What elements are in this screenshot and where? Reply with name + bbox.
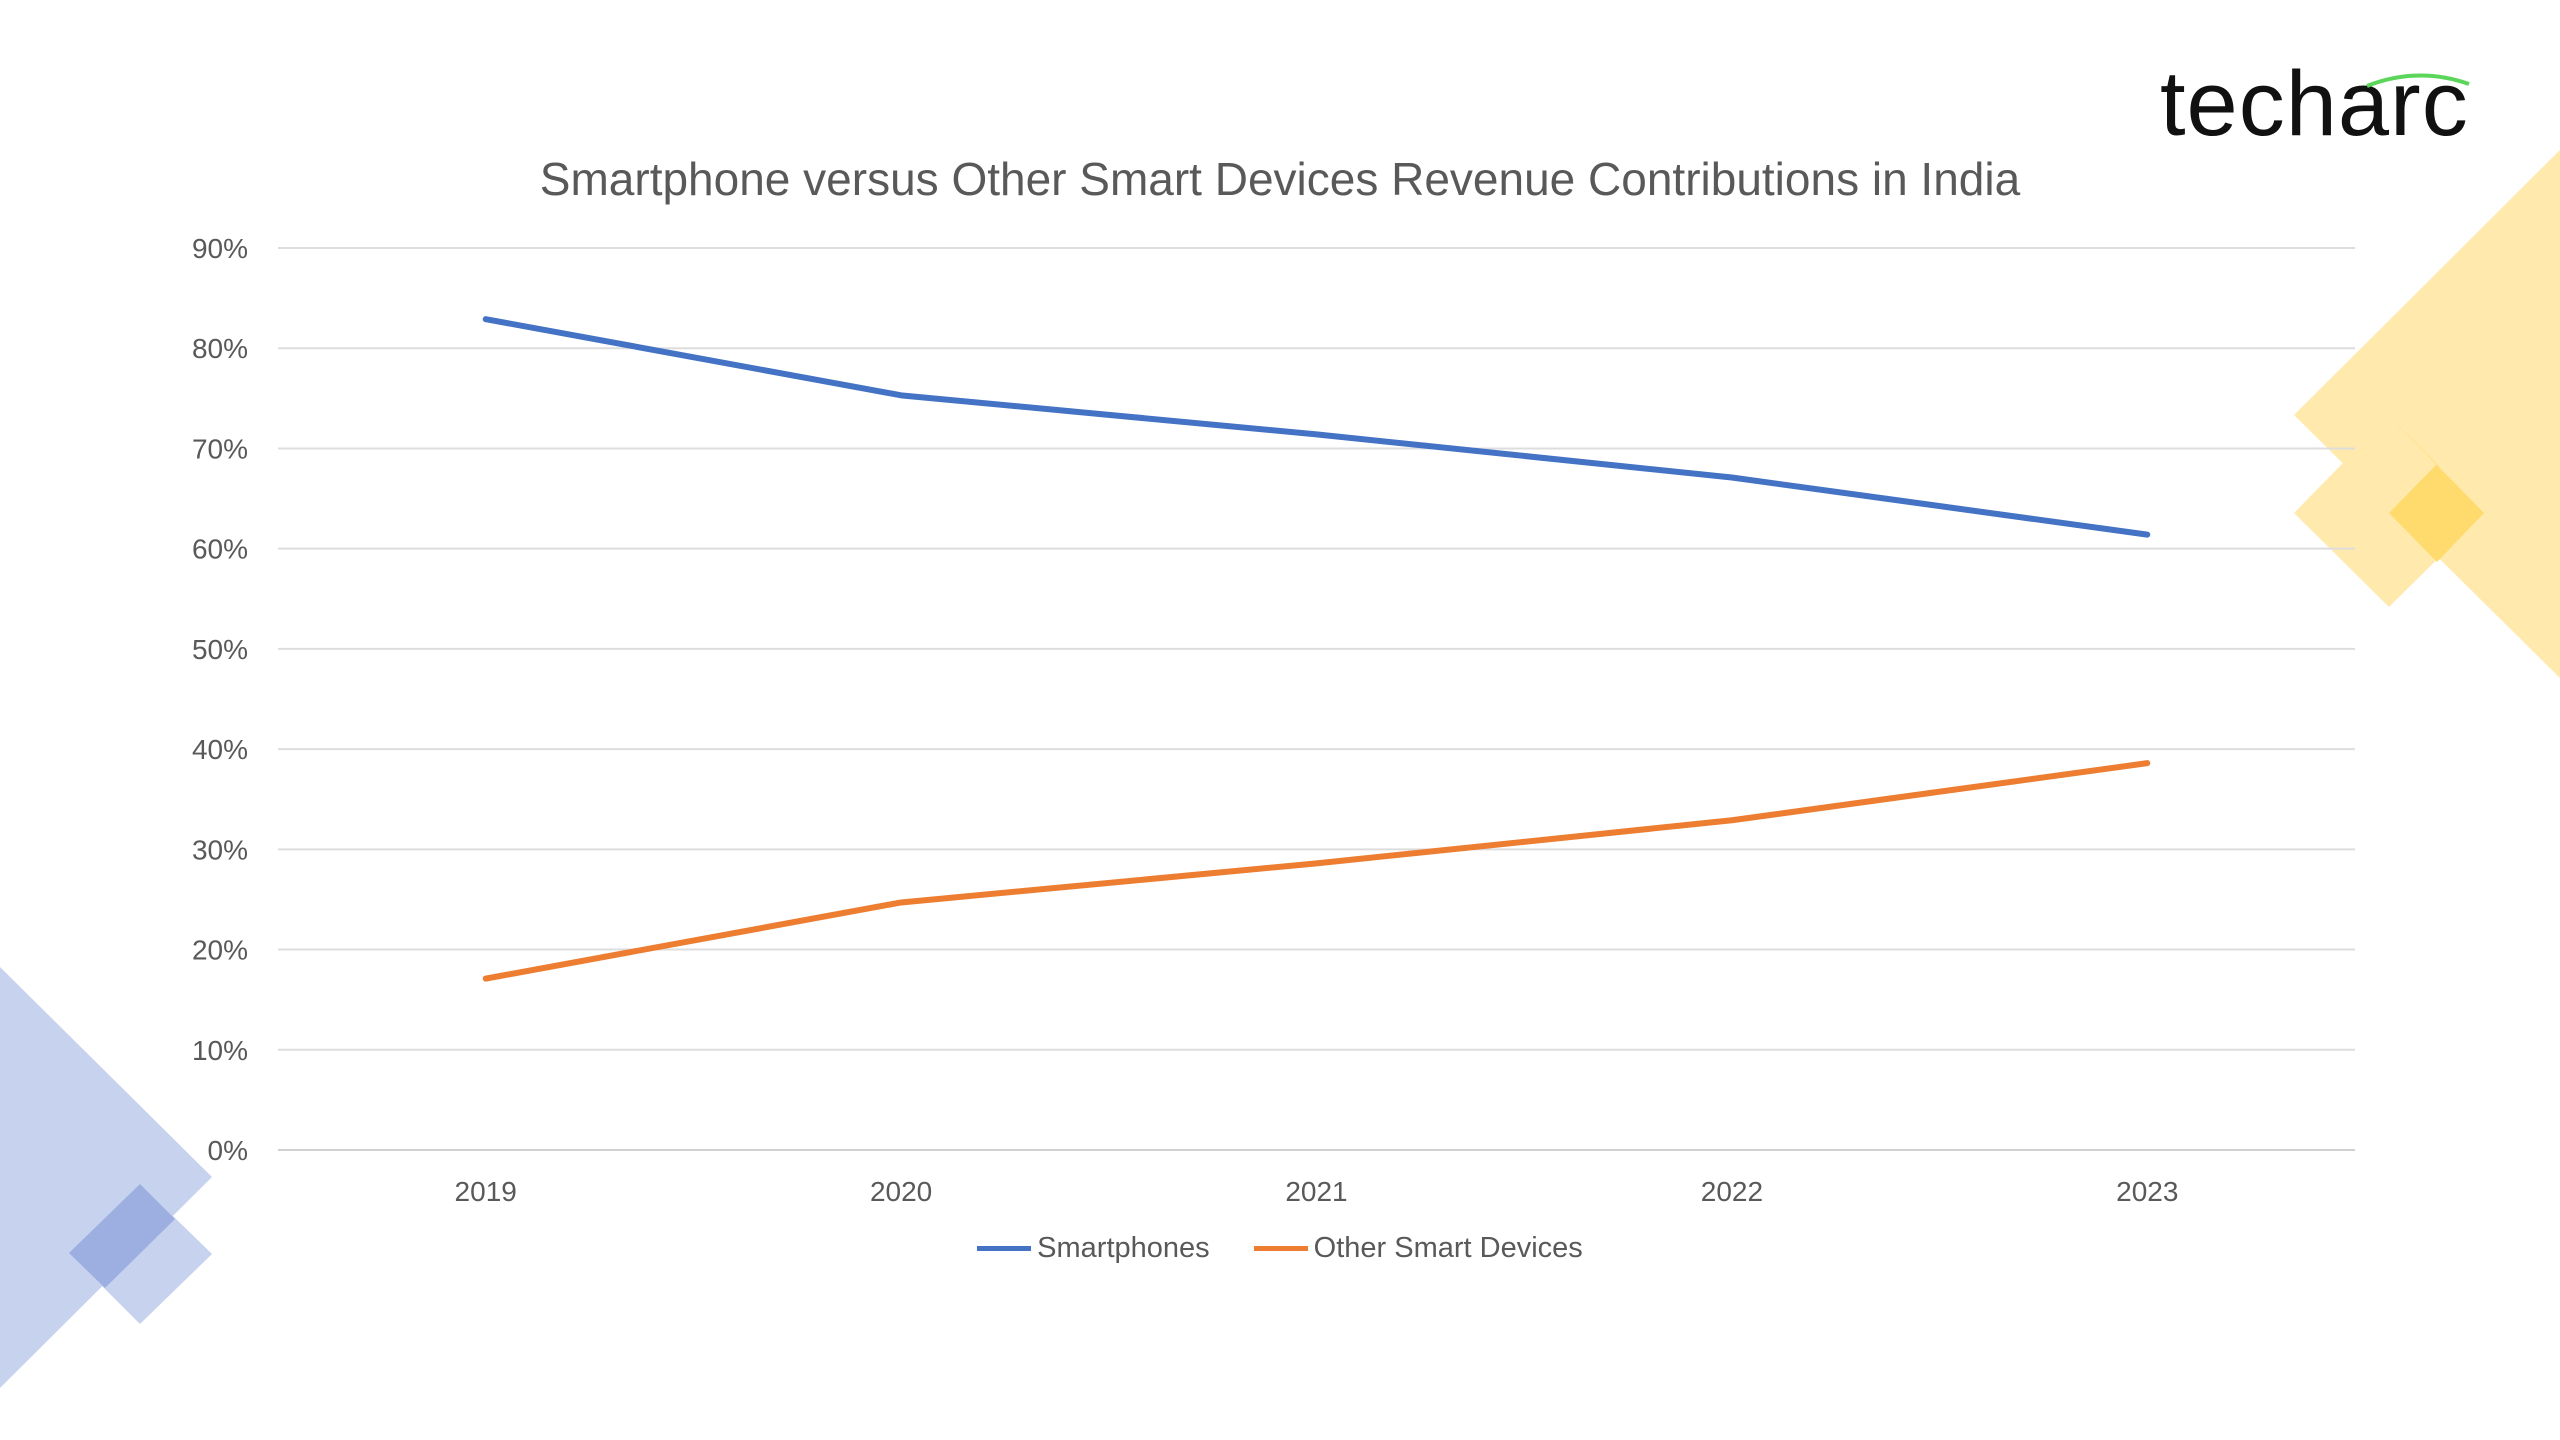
logo-text: techarc	[2160, 53, 2469, 155]
legend-swatch-other-smart-devices	[1253, 1246, 1308, 1251]
y-tick-label: 90%	[192, 233, 248, 264]
yellow-diamond-large	[2294, 150, 2560, 678]
legend-item-other-smart-devices: Other Smart Devices	[1253, 1232, 1583, 1265]
y-tick-label: 70%	[192, 433, 248, 464]
legend-swatch-smartphones	[977, 1246, 1032, 1251]
x-tick-label: 2022	[1701, 1176, 1763, 1207]
y-tick-label: 50%	[192, 634, 248, 665]
x-tick-label: 2019	[455, 1176, 517, 1207]
y-tick-label: 10%	[192, 1035, 248, 1066]
x-tick-label: 2020	[870, 1176, 932, 1207]
y-tick-label: 80%	[192, 333, 248, 364]
chart-title: Smartphone versus Other Smart Devices Re…	[539, 153, 2021, 205]
y-tick-label: 0%	[208, 1135, 248, 1166]
legend-label-other-smart-devices: Other Smart Devices	[1313, 1232, 1583, 1264]
blue-diamond-overlap	[69, 1184, 175, 1288]
techarc-logo: techarc	[2160, 52, 2470, 157]
yellow-diamond-overlap	[2389, 416, 2484, 562]
logo-arc-icon	[2366, 73, 2470, 88]
y-tick-label: 30%	[192, 834, 248, 865]
series-line-smartphones	[482, 316, 2151, 538]
legend-label-smartphones: Smartphones	[1037, 1232, 1210, 1264]
x-tick-label: 2023	[2116, 1176, 2178, 1207]
y-tick-label: 60%	[192, 534, 248, 565]
legend: Smartphones Other Smart Devices	[0, 1232, 2560, 1265]
legend-item-smartphones: Smartphones	[977, 1232, 1210, 1265]
blue-triangle-large	[0, 967, 212, 1388]
series-line-other-smart-devices	[482, 760, 2151, 982]
y-tick-label: 20%	[192, 935, 248, 966]
y-tick-label: 40%	[192, 734, 248, 765]
x-tick-label: 2021	[1285, 1176, 1347, 1207]
